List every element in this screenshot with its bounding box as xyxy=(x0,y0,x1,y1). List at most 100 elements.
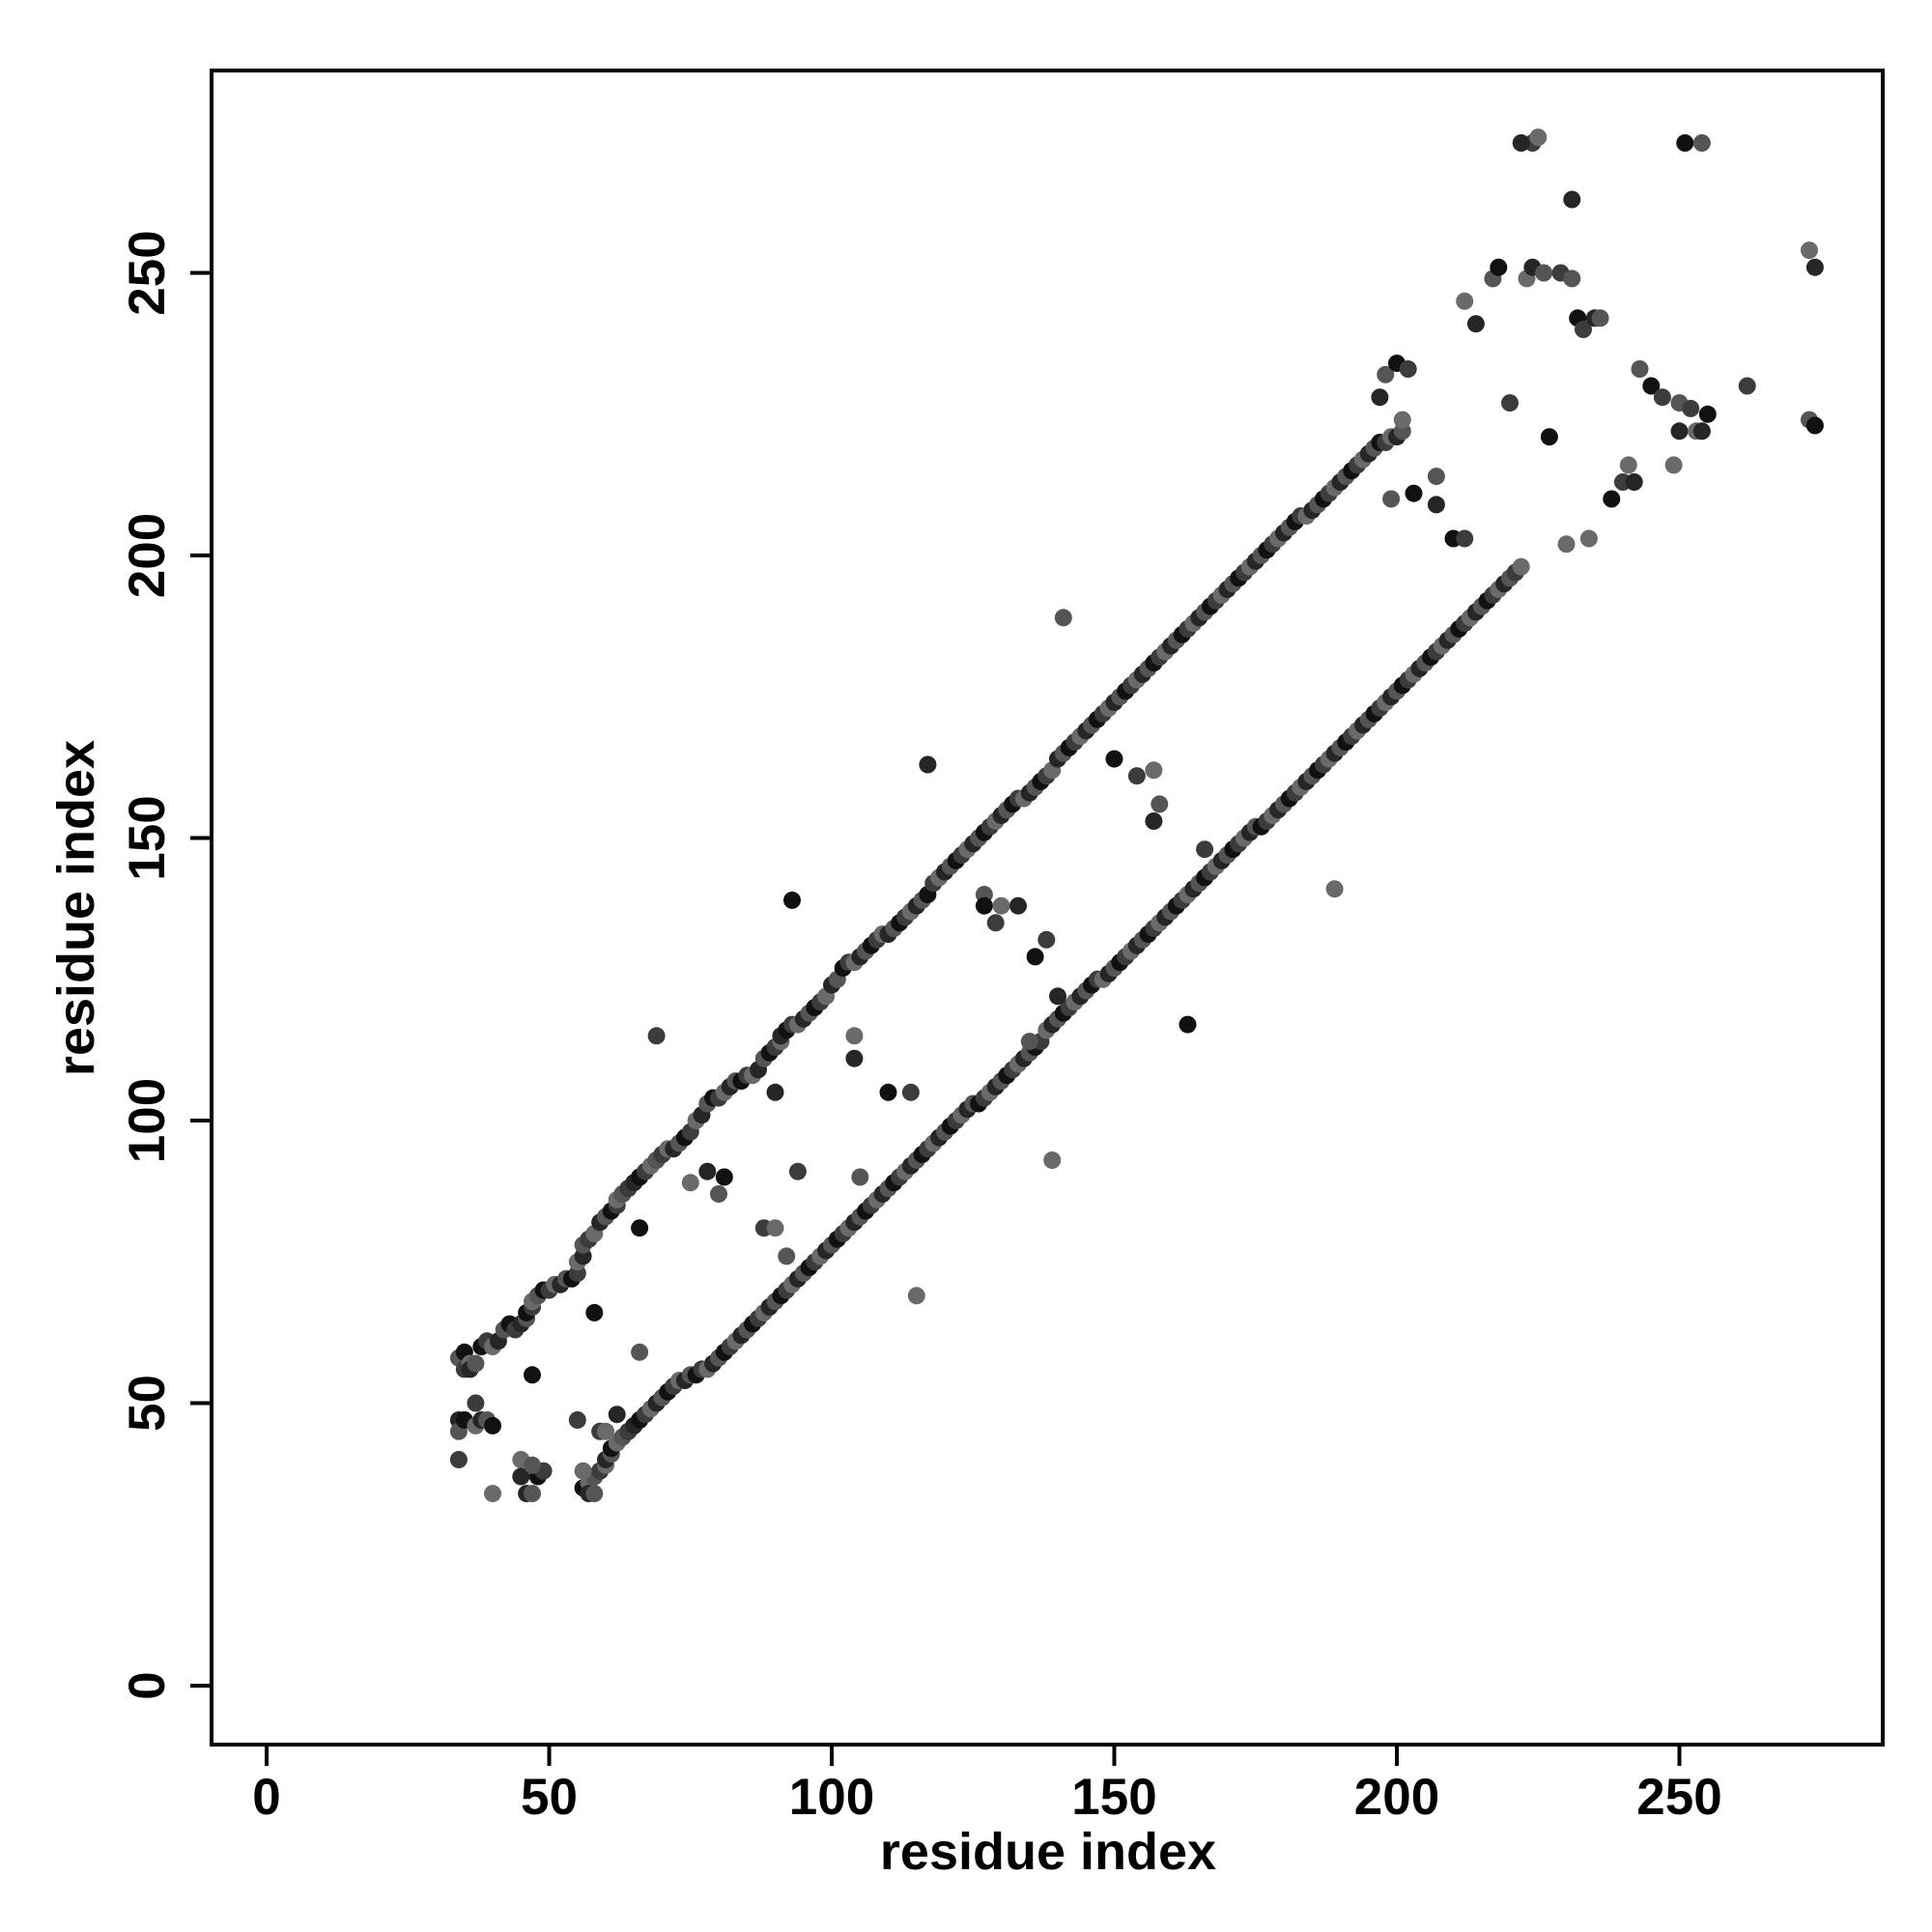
contact-point xyxy=(1049,987,1066,1006)
contact-point xyxy=(1405,484,1423,502)
contact-point xyxy=(845,1027,864,1045)
contact-point xyxy=(698,1162,717,1180)
contact-point xyxy=(1682,399,1700,417)
contact-point xyxy=(1619,456,1637,474)
x-tick-label: 0 xyxy=(252,1769,280,1826)
contact-point xyxy=(681,1174,699,1192)
contact-point xyxy=(1631,360,1649,378)
contact-point xyxy=(1456,529,1474,548)
contact-point xyxy=(1377,365,1395,384)
contact-point xyxy=(1145,761,1163,780)
contact-point xyxy=(1151,795,1169,813)
x-tick-label: 100 xyxy=(789,1769,874,1826)
x-tick-label: 250 xyxy=(1636,1769,1721,1826)
contact-point xyxy=(1805,258,1824,276)
contact-point xyxy=(524,1366,541,1384)
contact-point xyxy=(1466,315,1485,333)
y-tick-label: 50 xyxy=(119,1375,176,1432)
y-tick-label: 0 xyxy=(119,1671,176,1699)
contact-point xyxy=(710,1185,727,1203)
contact-point xyxy=(1127,767,1146,785)
contact-point xyxy=(1179,1015,1197,1034)
contact-point xyxy=(1054,609,1072,627)
contact-point xyxy=(1325,880,1344,898)
contact-point xyxy=(467,1394,485,1412)
contact-point xyxy=(467,1354,485,1373)
contact-point xyxy=(919,755,937,774)
contact-point xyxy=(1490,258,1508,276)
y-tick-label: 250 xyxy=(119,230,176,315)
x-axis-title: residue index xyxy=(880,1823,1216,1881)
contact-point xyxy=(851,1168,869,1186)
contact-point xyxy=(1575,321,1592,338)
contact-point xyxy=(1105,750,1123,768)
y-tick-label: 200 xyxy=(119,513,176,598)
contact-point xyxy=(879,1083,897,1101)
contact-point xyxy=(907,1287,925,1305)
contact-point xyxy=(647,1027,666,1045)
contact-point xyxy=(585,1303,604,1321)
contact-point xyxy=(1529,128,1548,147)
contact-point xyxy=(778,1247,796,1265)
contact-point xyxy=(1805,416,1824,435)
contact-point xyxy=(1653,388,1671,407)
contact-point xyxy=(1026,948,1044,966)
contact-point xyxy=(484,1485,501,1503)
contact-point xyxy=(783,891,801,909)
contact-point xyxy=(1501,394,1519,412)
contact-point xyxy=(585,1485,604,1503)
contact-point xyxy=(1009,896,1027,915)
contact-point xyxy=(608,1406,626,1424)
contact-point xyxy=(449,1451,468,1468)
contact-point xyxy=(1603,490,1621,508)
contact-point xyxy=(975,896,993,915)
contact-point xyxy=(986,914,1005,932)
contact-point xyxy=(512,1467,530,1486)
contact-point xyxy=(1738,377,1756,395)
contact-point xyxy=(845,1049,864,1067)
contact-point xyxy=(1535,264,1553,282)
contact-point xyxy=(524,1485,541,1503)
contact-point xyxy=(766,1219,784,1237)
x-tick-label: 150 xyxy=(1071,1769,1156,1826)
contact-point xyxy=(1591,309,1609,327)
contact-point xyxy=(1698,405,1717,423)
contact-point xyxy=(766,1083,784,1101)
contact-point xyxy=(484,1416,501,1435)
y-tick-label: 100 xyxy=(119,1078,176,1163)
contact-point xyxy=(1563,190,1581,209)
x-tick-label: 200 xyxy=(1354,1769,1439,1826)
contact-point xyxy=(1037,930,1056,949)
contact-point xyxy=(1196,840,1214,859)
contact-point xyxy=(1456,292,1474,310)
contact-point xyxy=(1664,456,1683,474)
contact-point xyxy=(1371,388,1389,407)
data-points xyxy=(449,128,1824,1503)
contact-point xyxy=(1676,134,1694,152)
contact-point xyxy=(1563,270,1581,288)
contact-point xyxy=(788,1162,807,1180)
contact-point xyxy=(1579,529,1598,548)
contact-point xyxy=(1801,242,1818,260)
contact-point xyxy=(1512,134,1530,152)
contact-point xyxy=(1625,473,1643,491)
contact-point xyxy=(1540,428,1558,446)
contact-point xyxy=(631,1343,649,1361)
contact-point xyxy=(1043,1151,1062,1169)
contact-point xyxy=(1145,812,1163,830)
contact-point xyxy=(631,1219,649,1237)
contact-point xyxy=(1399,360,1417,378)
contact-point xyxy=(1512,557,1530,576)
contact-point xyxy=(1692,134,1711,152)
contact-point xyxy=(568,1411,586,1429)
contact-point xyxy=(1382,490,1401,508)
y-tick-label: 150 xyxy=(119,795,176,880)
contact-point xyxy=(1692,422,1711,440)
contact-point xyxy=(1642,377,1661,395)
x-axis: 0 50 100 150 200 250 xyxy=(252,1745,1722,1826)
x-tick-label: 50 xyxy=(521,1769,578,1826)
y-axis: 0 50 100 150 200 250 xyxy=(119,230,212,1700)
plot-frame xyxy=(210,69,1885,1747)
contact-point xyxy=(1670,422,1689,440)
contact-point xyxy=(1427,468,1445,486)
